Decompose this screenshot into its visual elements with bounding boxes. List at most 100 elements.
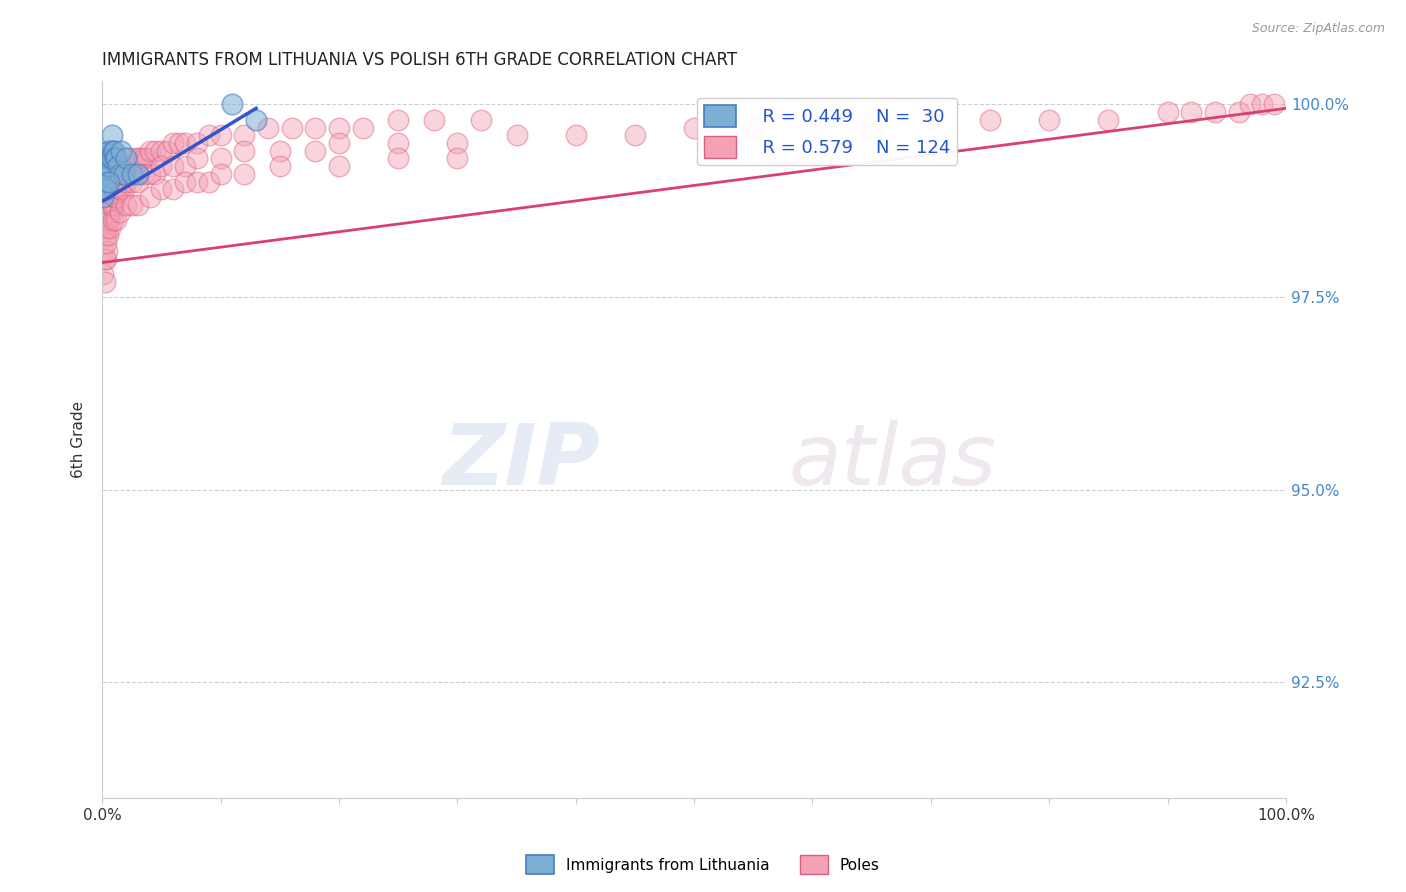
Point [352,120,374,135]
Point [121,152,143,166]
Point [94,205,117,219]
Point [103,144,125,158]
Point [94,167,117,181]
Point [105,152,128,166]
Point [127,175,149,189]
Point [110,144,132,158]
Point [197,175,219,189]
Point [233,128,256,143]
Point [233,144,256,158]
Point [94,220,117,235]
Point [150,144,173,158]
Point [124,159,146,173]
Point [97,205,120,219]
Point [97,159,120,173]
Point [280,120,302,135]
Point [742,120,765,135]
Point [304,144,326,158]
Point [112,167,135,181]
Point [209,128,232,143]
Point [103,175,125,189]
Point [97,228,120,243]
Point [1227,105,1250,120]
Point [174,136,197,150]
Point [387,152,409,166]
Point [446,152,468,166]
Legend: Immigrants from Lithuania, Poles: Immigrants from Lithuania, Poles [520,849,886,880]
Point [112,182,135,196]
Point [98,190,121,204]
Point [115,175,138,189]
Point [328,159,350,173]
Point [1251,97,1274,112]
Point [1263,97,1285,112]
Point [108,175,131,189]
Point [162,159,184,173]
Point [446,136,468,150]
Point [174,175,197,189]
Point [121,197,143,211]
Point [93,244,115,258]
Point [100,182,122,196]
Point [96,152,118,166]
Point [107,159,129,173]
Point [104,175,127,189]
Point [100,205,122,219]
Point [1156,105,1178,120]
Point [1239,97,1261,112]
Point [97,213,120,227]
Point [96,213,118,227]
Point [94,236,117,251]
Legend:   R = 0.449    N =  30,   R = 0.579    N = 124: R = 0.449 N = 30, R = 0.579 N = 124 [696,97,957,165]
Point [93,175,115,189]
Point [98,213,121,227]
Point [93,220,115,235]
Point [132,167,155,181]
Point [93,159,115,173]
Point [105,175,128,189]
Point [94,252,117,266]
Point [100,152,122,166]
Point [105,213,128,227]
Point [150,159,173,173]
Point [98,175,121,189]
Point [257,120,280,135]
Point [96,244,118,258]
Point [132,152,155,166]
Point [112,167,135,181]
Point [100,128,122,143]
Point [1097,112,1119,127]
Point [387,112,409,127]
Point [209,152,232,166]
Point [110,167,132,181]
Point [920,112,942,127]
Point [1038,112,1060,127]
Point [145,167,167,181]
Point [107,182,129,196]
Point [105,190,128,204]
Point [683,120,706,135]
Point [186,136,208,150]
Text: atlas: atlas [789,420,997,503]
Point [233,167,256,181]
Point [422,112,444,127]
Point [328,136,350,150]
Point [101,182,124,196]
Text: IMMIGRANTS FROM LITHUANIA VS POLISH 6TH GRADE CORRELATION CHART: IMMIGRANTS FROM LITHUANIA VS POLISH 6TH … [103,51,737,69]
Point [186,175,208,189]
Point [101,197,124,211]
Point [127,197,149,211]
Point [115,152,138,166]
Point [162,182,184,196]
Point [470,112,492,127]
Point [104,152,127,166]
Point [100,197,122,211]
Point [197,128,219,143]
Point [138,144,160,158]
Y-axis label: 6th Grade: 6th Grade [72,401,86,478]
Point [94,182,117,196]
Point [174,159,197,173]
Point [103,190,125,204]
Point [505,128,527,143]
Point [100,220,122,235]
